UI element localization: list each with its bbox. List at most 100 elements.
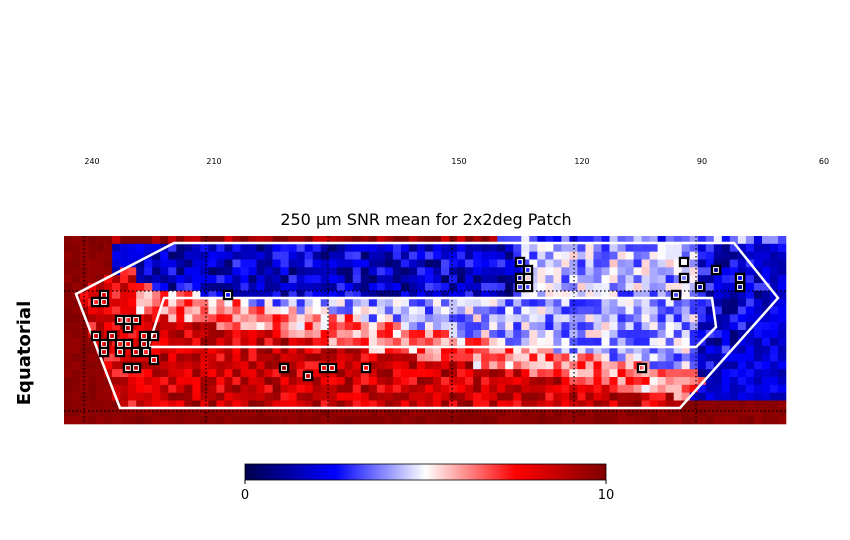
heatmap-cell [625, 298, 634, 307]
heatmap-cell [521, 259, 530, 268]
heatmap-cell [144, 259, 153, 268]
heatmap-cell [288, 400, 297, 409]
heatmap-cell [425, 283, 434, 292]
heatmap-cell [376, 275, 386, 284]
heatmap-cell [689, 353, 699, 362]
heatmap-cell [521, 314, 530, 323]
heatmap-cell [545, 267, 554, 276]
heatmap-cell [192, 275, 201, 284]
heatmap-cell [601, 243, 610, 252]
heatmap-cell [216, 330, 225, 339]
heatmap-cell [296, 243, 305, 252]
heatmap-cell [184, 298, 193, 307]
heatmap-cell [529, 384, 538, 393]
heatmap-cell [593, 283, 602, 292]
heatmap-cell [240, 345, 249, 354]
heatmap-cell [152, 361, 161, 370]
heatmap-cell [777, 392, 787, 401]
heatmap-cell [224, 353, 233, 362]
heatmap-cell [601, 322, 610, 331]
heatmap-cell [457, 267, 466, 276]
heatmap-cell [505, 416, 514, 425]
heatmap-cell [168, 384, 177, 393]
heatmap-cell [641, 377, 650, 386]
heatmap-cell [465, 392, 474, 401]
heatmap-cell [96, 416, 105, 425]
heatmap-cell [384, 369, 394, 378]
heatmap-cell [336, 306, 346, 315]
heatmap-cell [673, 243, 683, 252]
heatmap-cell [457, 259, 466, 268]
heatmap-cell [729, 243, 739, 252]
heatmap-cell [481, 322, 490, 331]
heatmap-cell [641, 306, 650, 315]
heatmap-cell [521, 353, 530, 362]
heatmap-cell [336, 290, 346, 299]
heatmap-cell [368, 353, 378, 362]
heatmap-cell [569, 306, 578, 315]
heatmap-cell [88, 361, 97, 370]
heatmap-cell [248, 322, 257, 331]
y-axis-label: Equatorial [14, 301, 35, 405]
heatmap-cell [609, 330, 618, 339]
heatmap-cell [176, 353, 185, 362]
heatmap-cell [312, 306, 322, 315]
heatmap-cell [585, 251, 594, 260]
heatmap-cell [489, 275, 498, 284]
heatmap-cell [777, 290, 787, 299]
heatmap-cell [697, 345, 707, 354]
heatmap-cell [657, 392, 666, 401]
heatmap-cell [601, 306, 610, 315]
heatmap-cell [288, 361, 297, 370]
heatmap-cell [144, 267, 153, 276]
heatmap-cell [232, 283, 241, 292]
heatmap-cell [376, 267, 386, 276]
heatmap-cell [416, 298, 426, 307]
heatmap-cell [296, 369, 305, 378]
heatmap-cell [336, 243, 346, 252]
heatmap-cell [248, 290, 257, 299]
heatmap-cell [64, 290, 73, 299]
heatmap-cell [617, 306, 626, 315]
heatmap-cell [408, 290, 418, 299]
heatmap-cell [489, 290, 498, 299]
heatmap-cell [561, 400, 570, 409]
heatmap-cell [344, 283, 354, 292]
heatmap-cell [713, 275, 723, 284]
heatmap-cell [489, 345, 498, 354]
heatmap-cell [184, 400, 193, 409]
heatmap-cell [184, 283, 193, 292]
heatmap-cell [673, 337, 683, 346]
heatmap-cell [72, 377, 81, 386]
heatmap-cell [80, 322, 89, 331]
heatmap-cell [136, 353, 145, 362]
heatmap-cell [617, 337, 626, 346]
heatmap-cell [769, 361, 779, 370]
heatmap-cell [256, 361, 265, 370]
heatmap-cell [136, 306, 145, 315]
heatmap-cell [120, 392, 129, 401]
heatmap-cell [473, 283, 482, 292]
heatmap-cell [657, 330, 666, 339]
heatmap-cell [425, 330, 434, 339]
heatmap-cell [641, 290, 650, 299]
heatmap-cell [264, 384, 273, 393]
heatmap-cell [72, 322, 81, 331]
heatmap-cell [88, 283, 97, 292]
heatmap-cell [176, 251, 185, 260]
heatmap-cell [729, 337, 739, 346]
heatmap-cell [96, 251, 105, 260]
heatmap-cell [721, 377, 731, 386]
patch-marker-inner [133, 349, 139, 355]
patch-marker [122, 322, 134, 334]
heatmap-cell [545, 243, 554, 252]
heatmap-cell [649, 259, 658, 268]
heatmap-cell [80, 353, 89, 362]
heatmap-cell [633, 236, 642, 245]
heatmap-cell [400, 306, 410, 315]
heatmap-cell [537, 330, 546, 339]
heatmap-cell [449, 267, 458, 276]
heatmap-cell [384, 275, 394, 284]
heatmap-cell [176, 416, 185, 425]
heatmap-cell [272, 314, 281, 323]
